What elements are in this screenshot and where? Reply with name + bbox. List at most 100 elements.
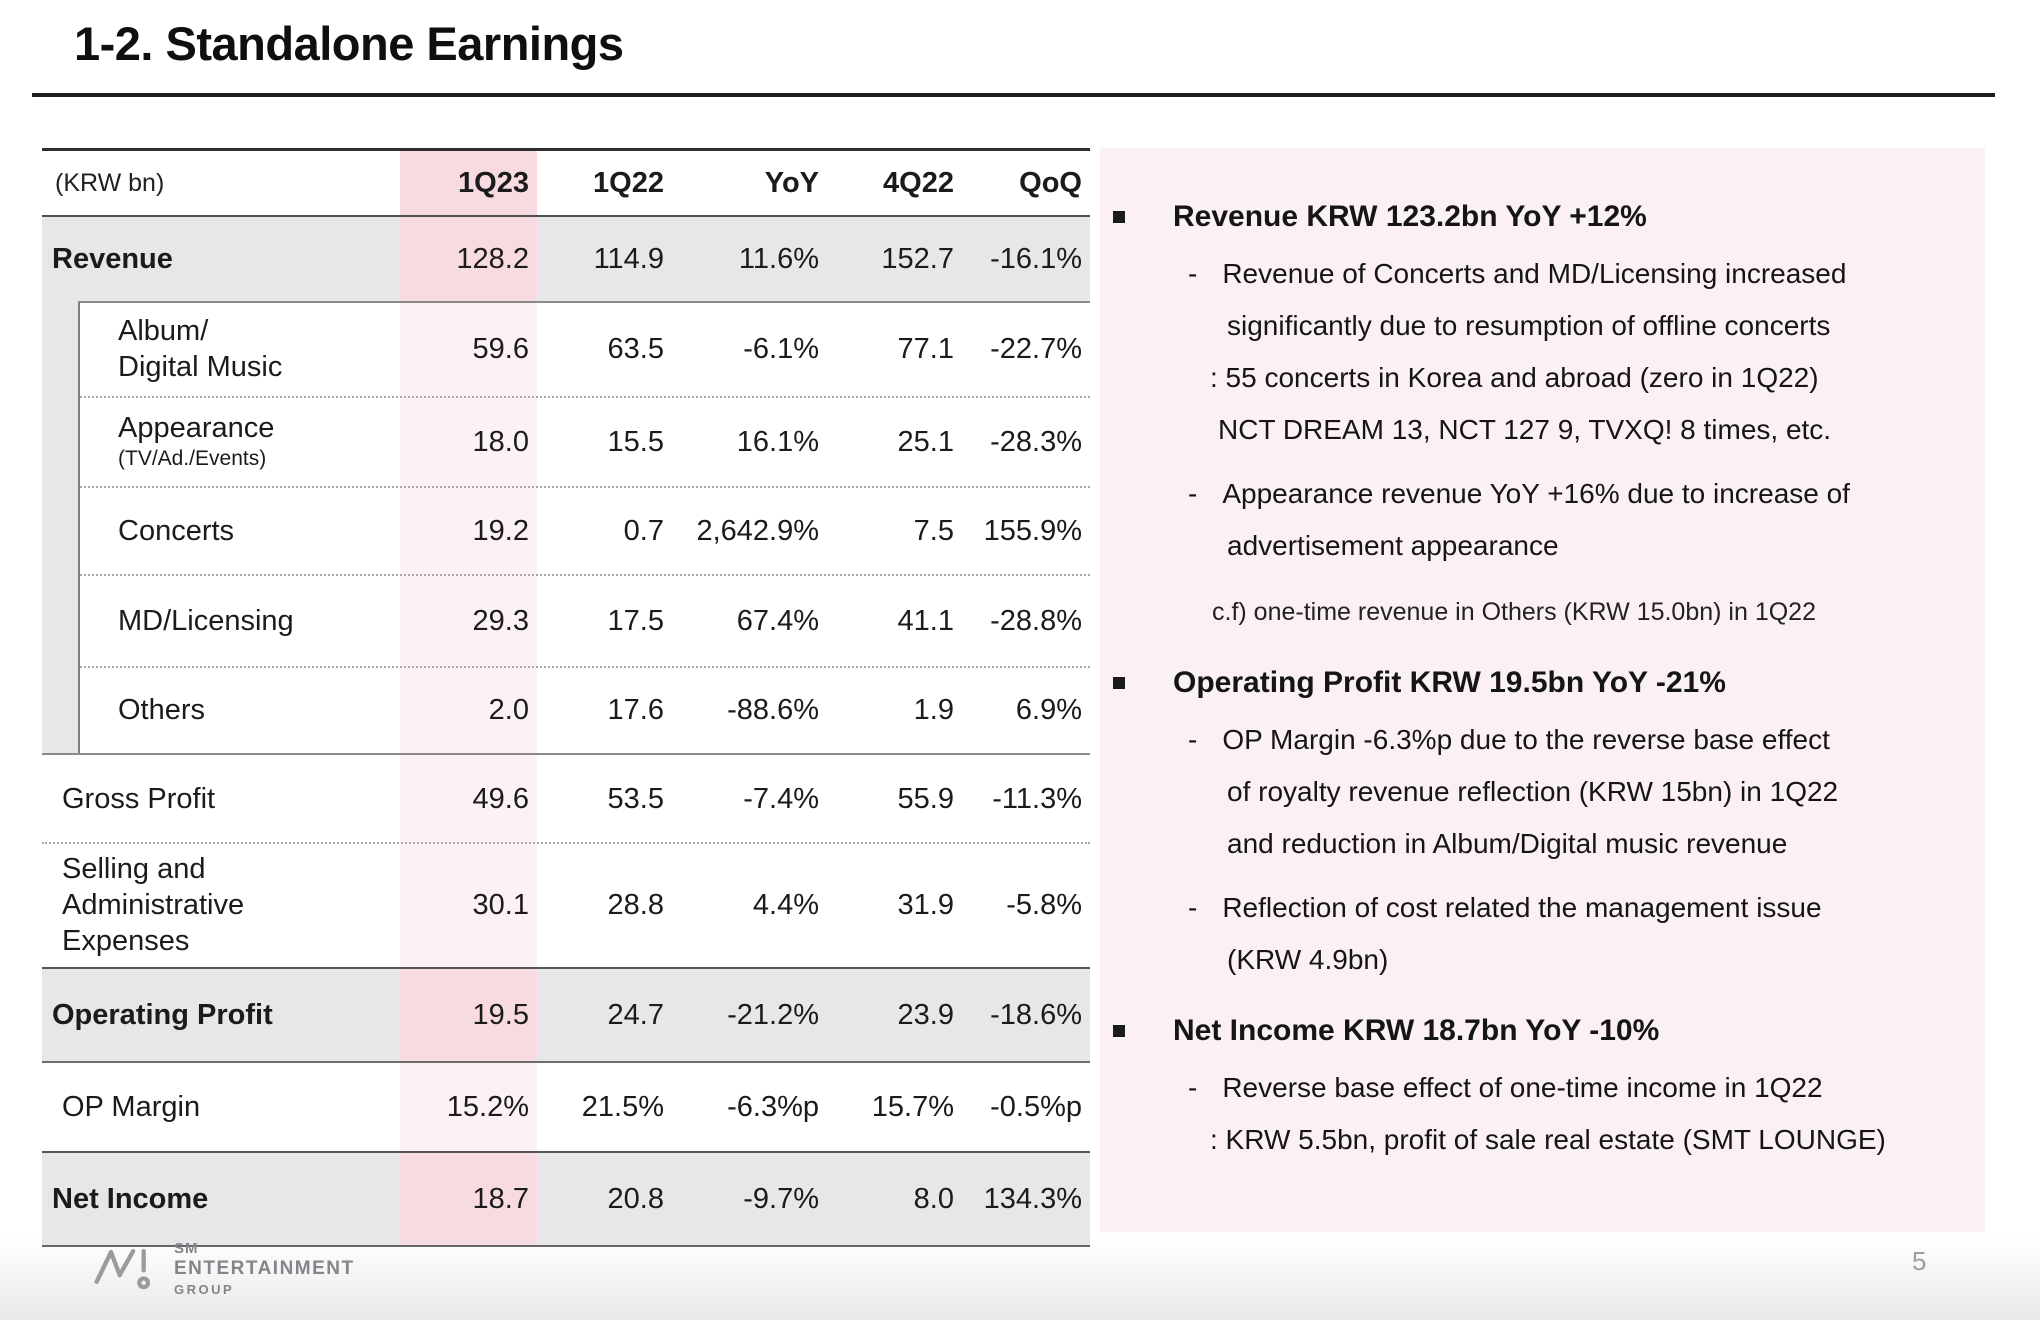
value-cell: 114.9 xyxy=(537,217,672,301)
value-cell: 6.9% xyxy=(1015,693,1082,726)
column-header-1q22: 1Q22 xyxy=(593,166,664,199)
revenue-group-strip xyxy=(42,575,78,667)
value-cell: 128.2 xyxy=(400,217,537,301)
value-cell: -5.8% xyxy=(1006,888,1082,921)
square-bullet-icon xyxy=(1113,211,1125,223)
notes-panel: Revenue KRW 123.2bn YoY +12% - Revenue of… xyxy=(1100,148,1985,1232)
logo-text: SM ENTERTAINMENT GROUP xyxy=(174,1240,355,1297)
table-row-operating-profit: Operating Profit 19.5 24.7 -21.2% 23.9 -… xyxy=(42,969,1090,1063)
row-label: Others xyxy=(118,693,206,726)
dash-marker: - xyxy=(1188,478,1198,509)
value-cell: 15.2% xyxy=(400,1063,537,1151)
row-label: OP Margin xyxy=(62,1090,201,1123)
note-item: NCT DREAM 13, NCT 127 9, TVXQ! 8 times, … xyxy=(1218,414,1832,445)
value-cell: 7.5 xyxy=(913,514,954,547)
dash-marker: - xyxy=(1188,892,1198,923)
column-header-4q22: 4Q22 xyxy=(883,166,954,199)
page-number: 5 xyxy=(1912,1246,1927,1276)
value-cell: -21.2% xyxy=(672,969,827,1061)
page-title: 1-2. Standalone Earnings xyxy=(74,17,624,70)
note-item: : KRW 5.5bn, profit of sale real estate … xyxy=(1210,1124,1886,1155)
value-cell: 18.7 xyxy=(400,1153,537,1245)
note-item: of royalty revenue reflection (KRW 15bn)… xyxy=(1227,776,1839,807)
revenue-group-strip xyxy=(42,667,78,753)
value-cell: 25.1 xyxy=(897,425,954,458)
value-cell: 31.9 xyxy=(897,888,954,921)
value-cell: 17.5 xyxy=(607,604,664,637)
value-cell: -11.3% xyxy=(992,782,1082,815)
note-item: : 55 concerts in Korea and abroad (zero … xyxy=(1210,362,1819,393)
value-cell: 1.9 xyxy=(913,693,954,726)
note-item: - Revenue of Concerts and MD/Licensing in… xyxy=(1113,248,1955,300)
value-cell: 77.1 xyxy=(897,332,954,365)
note-item: advertisement appearance xyxy=(1227,530,1559,561)
note-item: - Reverse base effect of one-time income … xyxy=(1113,1062,1955,1114)
table-row-others: Others 2.0 17.6 -88.6% 1.9 6.9% xyxy=(42,667,1090,755)
value-cell: 49.6 xyxy=(400,755,537,843)
value-cell: 20.8 xyxy=(537,1153,672,1245)
value-cell: -28.3% xyxy=(990,425,1082,458)
value-cell: 152.7 xyxy=(827,217,962,301)
row-sublabel: (TV/Ad./Events) xyxy=(118,447,267,471)
note-heading-net-income: Net Income KRW 18.7bn YoY -10% xyxy=(1113,1012,1955,1050)
table-row-album-digital-music: Album/ Digital Music 59.6 63.5 -6.1% 77.… xyxy=(42,301,1090,398)
table-row-concerts: Concerts 19.2 0.7 2,642.9% 7.5 155.9% xyxy=(42,487,1090,576)
table-row-appearance: Appearance (TV/Ad./Events) 18.0 15.5 16.… xyxy=(42,397,1090,488)
column-header-qoq: QoQ xyxy=(1019,166,1082,199)
value-cell: 19.5 xyxy=(400,969,537,1061)
sm-entertainment-logo: SM ENTERTAINMENT GROUP xyxy=(88,1238,355,1298)
value-cell: 30.1 xyxy=(400,843,537,967)
footer-gradient xyxy=(0,1236,2040,1320)
table-row-revenue: Revenue 128.2 114.9 11.6% 152.7 -16.1% xyxy=(42,217,1090,301)
note-item: - Reflection of cost related the manageme… xyxy=(1113,882,1955,934)
value-cell: -6.3%p xyxy=(727,1090,819,1123)
value-cell: 18.0 xyxy=(400,397,537,487)
value-cell: 17.6 xyxy=(607,693,664,726)
value-cell: 24.7 xyxy=(537,969,672,1061)
value-cell: -22.7% xyxy=(990,332,1082,365)
table-row-md-licensing: MD/Licensing 29.3 17.5 67.4% 41.1 -28.8% xyxy=(42,575,1090,668)
value-cell: 2.0 xyxy=(400,667,537,753)
value-cell: 28.8 xyxy=(607,888,664,921)
row-label: Appearance (TV/Ad./Events) xyxy=(118,412,275,471)
revenue-group-strip xyxy=(42,487,78,575)
column-header-yoy: YoY xyxy=(764,166,819,199)
value-cell: 63.5 xyxy=(607,332,664,365)
value-cell: -6.1% xyxy=(743,332,819,365)
value-cell: 19.2 xyxy=(400,487,537,575)
value-cell: -9.7% xyxy=(672,1153,827,1245)
value-cell: 4.4% xyxy=(752,888,819,921)
note-item: (KRW 4.9bn) xyxy=(1227,944,1389,975)
value-cell: -0.5%p xyxy=(990,1090,1082,1123)
value-cell: 59.6 xyxy=(400,301,537,397)
value-cell: 2,642.9% xyxy=(696,514,819,547)
value-cell: -28.8% xyxy=(990,604,1082,637)
table-header-row: (KRW bn) 1Q23 1Q22 YoY 4Q22 QoQ xyxy=(42,151,1090,217)
dash-marker: - xyxy=(1188,258,1198,289)
title-underline xyxy=(32,93,1995,97)
note-item-cf: c.f) one-time revenue in Others (KRW 15.… xyxy=(1212,598,1816,626)
breakdown-block-top-border xyxy=(78,301,1090,303)
table-unit-label: (KRW bn) xyxy=(55,168,165,197)
row-label: Selling and Administrative Expenses xyxy=(62,852,245,958)
value-cell: 41.1 xyxy=(897,604,954,637)
value-cell: 155.9% xyxy=(983,514,1082,547)
revenue-group-strip xyxy=(42,397,78,487)
value-cell: 55.9 xyxy=(897,782,954,815)
dash-marker: - xyxy=(1188,724,1198,755)
value-cell: 53.5 xyxy=(607,782,664,815)
value-cell: -16.1% xyxy=(962,217,1090,301)
revenue-group-strip xyxy=(42,301,78,397)
sm-monogram-icon xyxy=(94,1248,151,1290)
value-cell: 134.3% xyxy=(962,1153,1090,1245)
row-label: Net Income xyxy=(42,1153,400,1245)
value-cell: 8.0 xyxy=(827,1153,962,1245)
row-label: Revenue xyxy=(42,217,400,301)
table-row-gross-profit: Gross Profit 49.6 53.5 -7.4% 55.9 -11.3% xyxy=(42,755,1090,844)
dash-marker: - xyxy=(1188,1072,1198,1103)
value-cell: -7.4% xyxy=(743,782,819,815)
row-label: Operating Profit xyxy=(42,969,400,1061)
value-cell: 29.3 xyxy=(400,575,537,667)
table-row-op-margin: OP Margin 15.2% 21.5% -6.3%p 15.7% -0.5%… xyxy=(42,1063,1090,1153)
table-row-sga-expenses: Selling and Administrative Expenses 30.1… xyxy=(42,843,1090,969)
